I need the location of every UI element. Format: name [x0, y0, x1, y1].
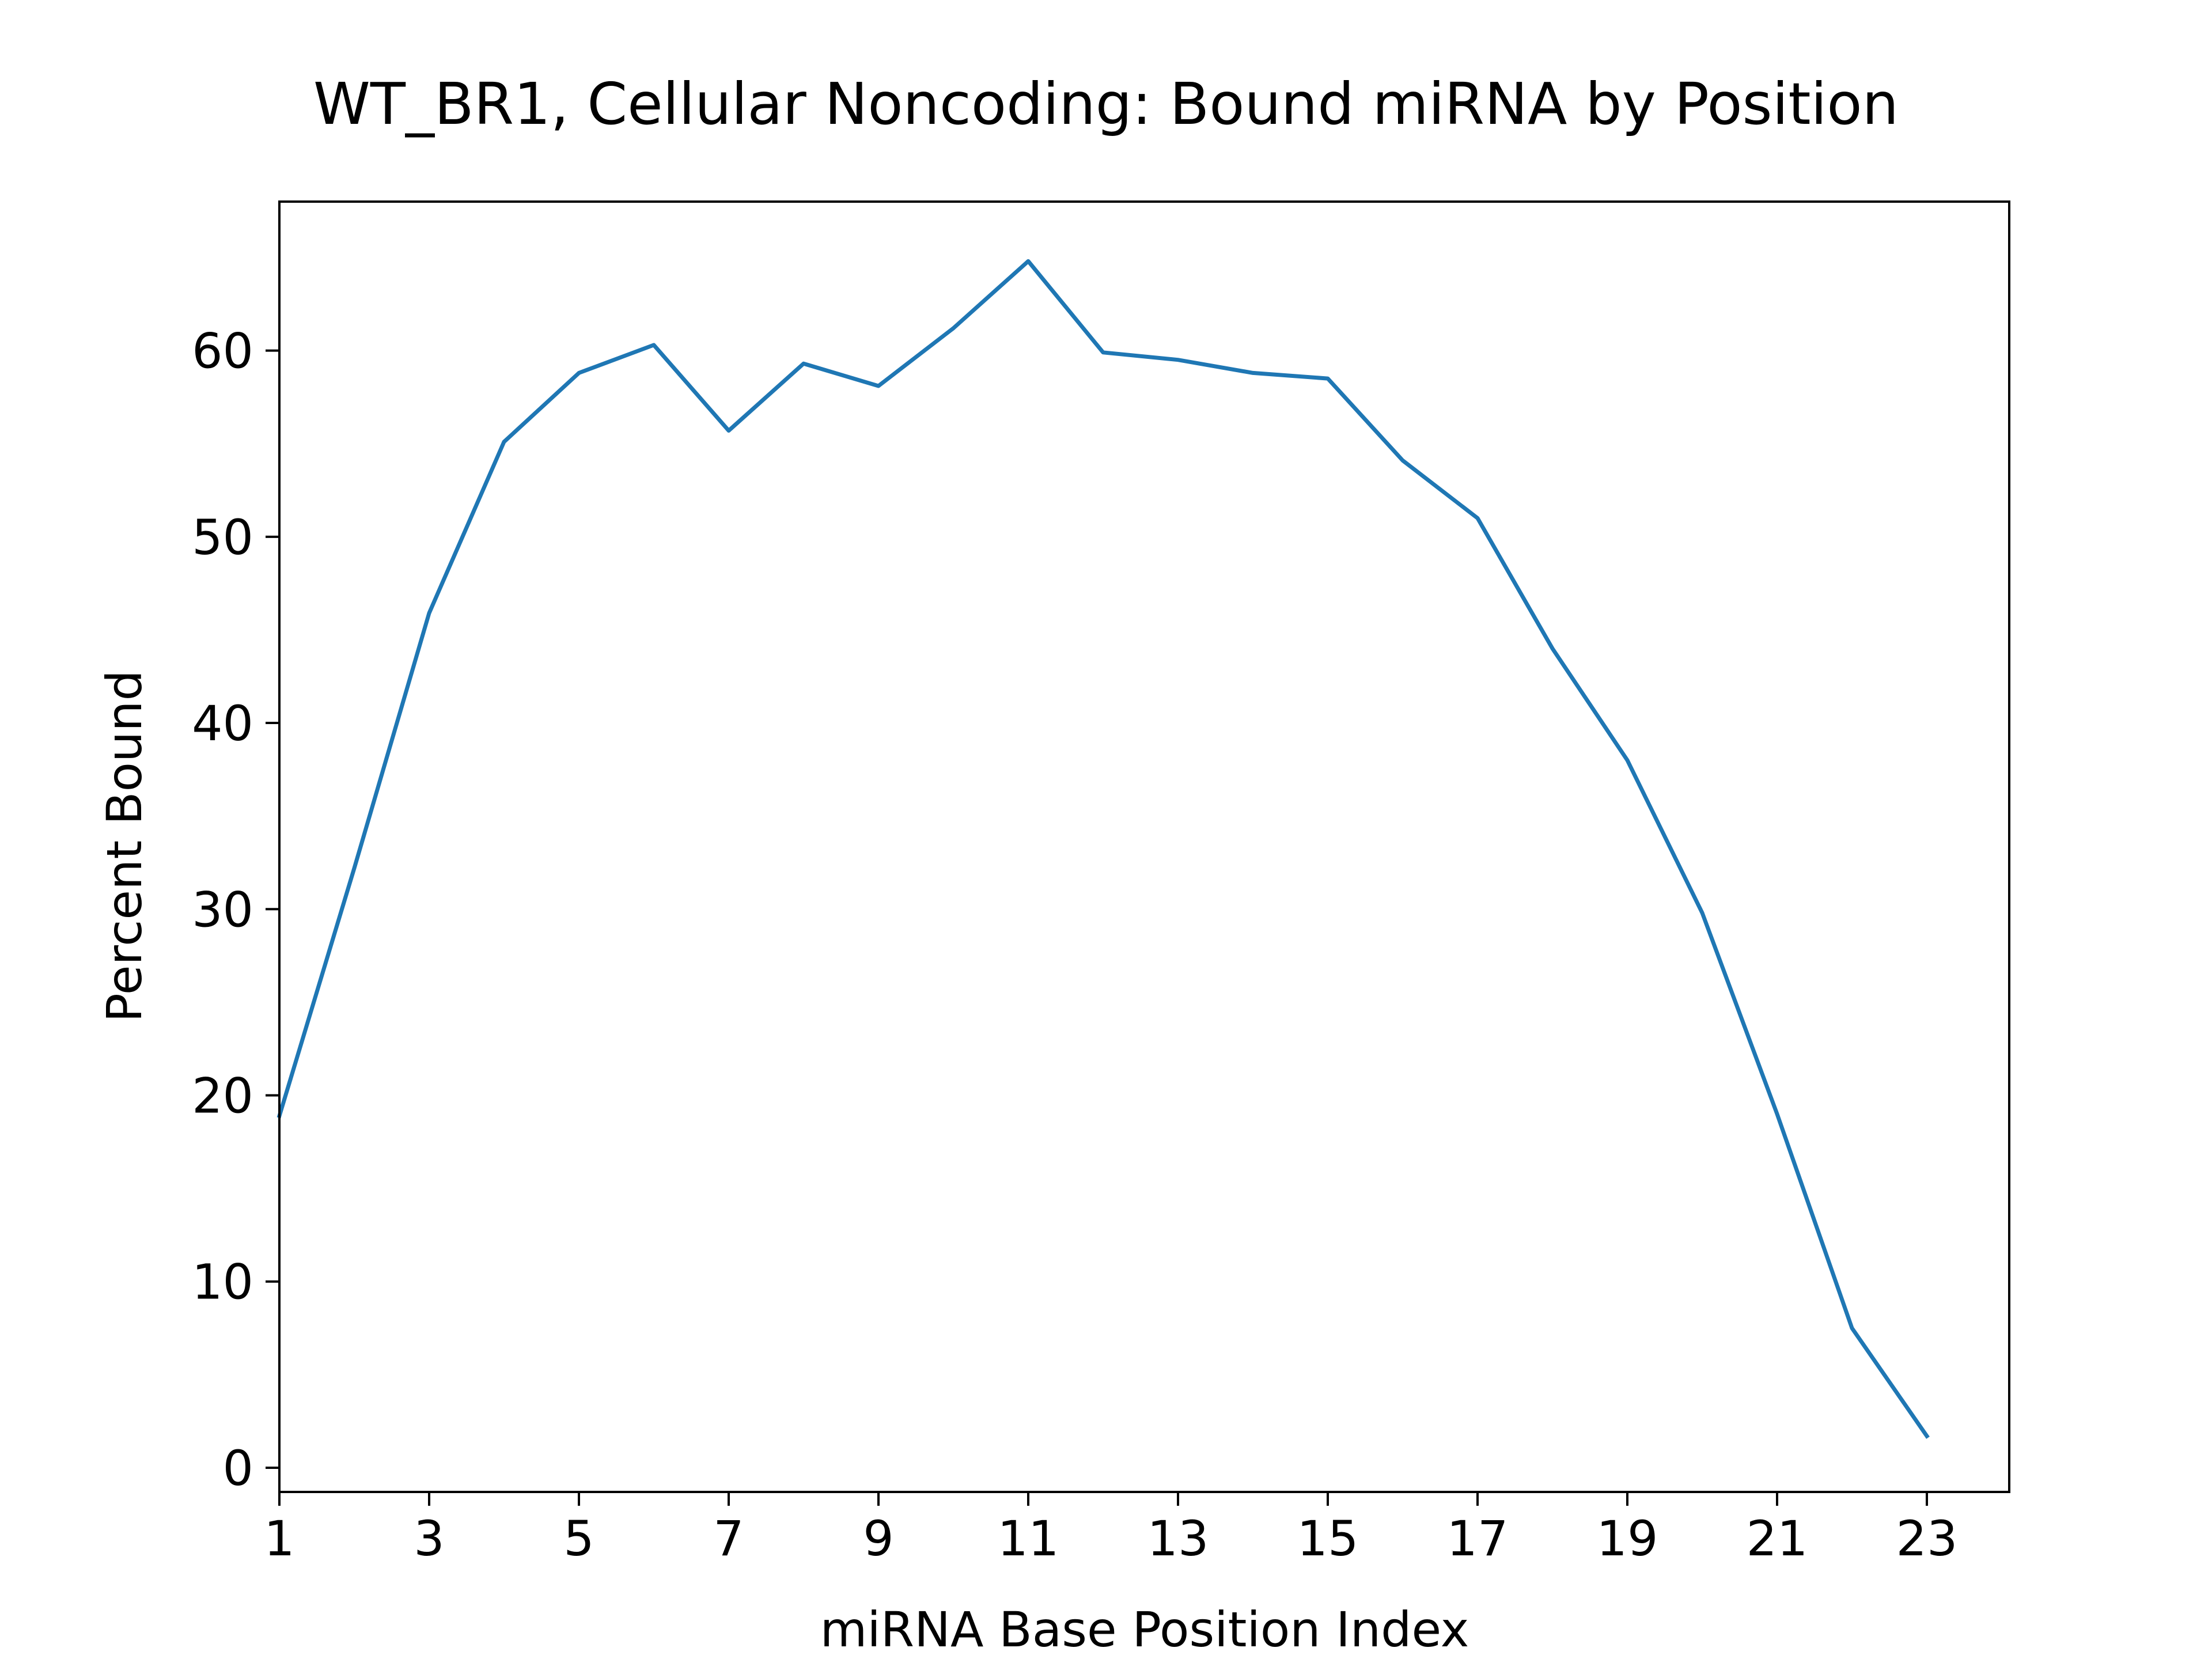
y-tick-label: 10	[192, 1254, 253, 1310]
axes-frame	[278, 200, 2010, 1493]
y-tick-label: 20	[192, 1068, 253, 1124]
x-tick-label: 19	[1597, 1510, 1658, 1567]
x-tick-label: 3	[414, 1510, 444, 1567]
x-tick-label: 7	[713, 1510, 744, 1567]
y-tick-label: 30	[192, 881, 253, 938]
y-tick-label: 40	[192, 695, 253, 752]
x-tick-label: 9	[863, 1510, 893, 1567]
x-tick-label: 13	[1147, 1510, 1209, 1567]
y-axis-label: Percent Bound	[96, 670, 153, 1022]
y-tick-label: 0	[223, 1440, 253, 1497]
x-axis-label: miRNA Base Position Index	[820, 1601, 1469, 1658]
x-tick-label: 21	[1747, 1510, 1808, 1567]
x-tick-label: 11	[998, 1510, 1059, 1567]
plot-area	[276, 259, 1930, 1439]
x-tick-label: 15	[1297, 1510, 1359, 1567]
x-axis-ticks: 1 3 5 7 9 11 13 15 17 19 21 23	[264, 1492, 1957, 1567]
y-tick-label: 60	[192, 323, 253, 380]
x-tick-label: 23	[1896, 1510, 1958, 1567]
y-tick-label: 50	[192, 509, 253, 566]
x-tick-label: 5	[563, 1510, 594, 1567]
y-axis-ticks: 0 10 20 30 40 50 60	[192, 323, 279, 1497]
x-tick-label: 1	[264, 1510, 294, 1567]
series-line-0	[276, 259, 1930, 1439]
x-tick-label: 17	[1447, 1510, 1509, 1567]
chart-title: WT_BR1, Cellular Noncoding: Bound miRNA …	[313, 70, 1899, 138]
